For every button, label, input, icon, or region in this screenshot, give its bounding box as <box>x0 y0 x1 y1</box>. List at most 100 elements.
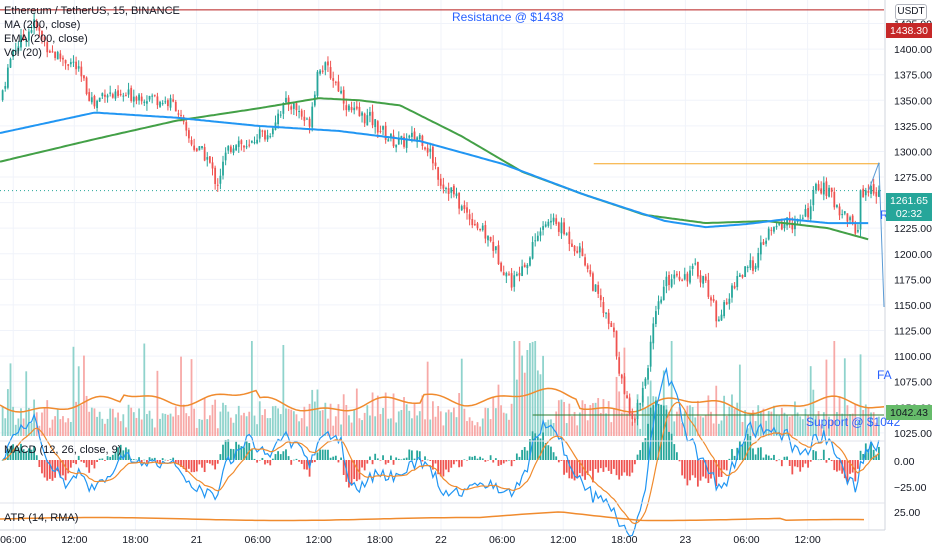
candle-body <box>243 145 245 148</box>
macd-histogram-bar <box>77 455 80 460</box>
volume-bar <box>526 350 529 436</box>
volume-bar <box>329 403 332 436</box>
macd-histogram-bar <box>206 460 209 463</box>
macd-histogram-bar <box>544 442 547 460</box>
volume-bar <box>222 402 224 436</box>
volume-bar <box>820 424 823 436</box>
macd-histogram-bar <box>754 454 757 460</box>
macd-histogram-bar <box>185 460 188 472</box>
candle-body <box>59 53 62 59</box>
volume-bar <box>775 414 778 436</box>
volume-bar <box>626 413 628 436</box>
candle-body <box>450 187 453 193</box>
candle-body <box>752 260 754 271</box>
volume-bar <box>778 415 781 436</box>
ma-legend[interactable]: MA (200, close) <box>4 19 81 31</box>
volume-bar <box>245 416 248 436</box>
candle-body <box>568 231 571 245</box>
price-tick-label: 1150.00 <box>894 300 931 312</box>
macd-histogram-bar <box>222 444 224 460</box>
time-tick-label: 12:00 <box>61 534 87 546</box>
candle-body <box>473 224 476 226</box>
price-tick-label: 1075.00 <box>894 377 932 389</box>
candle-body <box>387 139 390 142</box>
macd-legend[interactable]: MACD (12, 26, close, 9) <box>4 444 122 456</box>
ema-legend[interactable]: EMA (200, close) <box>4 33 88 45</box>
volume-bar <box>143 343 146 436</box>
candle-body <box>295 103 298 111</box>
macd-tick-label: 0.00 <box>894 456 915 468</box>
candle-body <box>143 101 146 103</box>
volume-bar <box>287 408 290 436</box>
macd-histogram-bar <box>277 451 279 460</box>
macd-histogram-bar <box>138 457 140 460</box>
volume-bar <box>728 406 731 436</box>
candle-body <box>340 90 342 94</box>
macd-histogram-bar <box>812 450 815 460</box>
candle-body <box>513 275 516 287</box>
candle-body <box>712 298 715 302</box>
candle-body <box>487 235 489 241</box>
currency-button[interactable]: USDT <box>895 4 927 20</box>
macd-histogram-bar <box>728 458 731 460</box>
macd-histogram-bar <box>371 460 374 465</box>
macd-histogram-bar <box>216 460 219 464</box>
candle-body <box>644 378 647 386</box>
candle-body <box>117 90 119 96</box>
macd-histogram-bar <box>857 460 859 469</box>
candle-body <box>282 102 285 114</box>
time-tick-label: 06:00 <box>489 534 515 546</box>
volume-bar <box>510 403 513 436</box>
macd-histogram-bar <box>780 460 783 467</box>
candle-body <box>607 312 610 324</box>
macd-histogram-bar <box>98 458 101 460</box>
macd-histogram-bar <box>872 449 875 460</box>
macd-histogram-bar <box>264 460 266 465</box>
volume-bar <box>675 411 678 436</box>
candle-body <box>668 275 670 286</box>
volume-bar <box>738 364 741 436</box>
volume-bar <box>327 418 329 436</box>
volume-bar <box>618 391 621 436</box>
atr-legend[interactable]: ATR (14, RMA) <box>4 512 79 524</box>
macd-histogram-bar <box>332 456 335 460</box>
candle-body <box>222 161 224 176</box>
volume-bar <box>691 407 694 436</box>
candle-body <box>594 284 597 292</box>
volume-bar <box>786 414 788 436</box>
macd-histogram-bar <box>836 460 838 472</box>
macd-histogram-bar <box>174 460 177 464</box>
candle-body <box>77 66 80 69</box>
volume-bar <box>361 420 363 436</box>
symbol-title[interactable]: Ethereum / TetherUS, 15, BINANCE <box>4 5 180 17</box>
macd-histogram-bar <box>177 460 180 465</box>
vol-legend[interactable]: Vol (20) <box>4 47 42 59</box>
volume-bar <box>473 425 476 436</box>
candle-body <box>578 246 581 253</box>
macd-histogram-bar <box>468 456 471 460</box>
volume-bar <box>56 409 59 436</box>
candle-body <box>193 145 196 150</box>
candle-body <box>161 103 164 105</box>
candle-body <box>707 279 710 297</box>
macd-histogram-bar <box>526 450 529 460</box>
volume-bar <box>88 411 91 436</box>
volume-bar <box>631 421 634 436</box>
volume-bar <box>555 411 558 436</box>
candle-body <box>631 412 634 420</box>
candle-body <box>773 226 775 232</box>
macd-histogram-bar <box>106 456 109 460</box>
macd-histogram-bar <box>405 457 408 460</box>
macd-histogram-bar <box>169 459 172 460</box>
candle-body <box>723 302 726 317</box>
volume-bar <box>119 421 122 436</box>
volume-bar <box>1 406 4 436</box>
volume-bar <box>237 405 240 436</box>
candle-body <box>702 275 705 284</box>
candle-body <box>384 125 387 140</box>
candle-body <box>264 130 266 140</box>
macd-histogram-bar <box>96 460 98 463</box>
volume-bar <box>589 405 592 436</box>
macd-histogram-bar <box>746 434 749 460</box>
